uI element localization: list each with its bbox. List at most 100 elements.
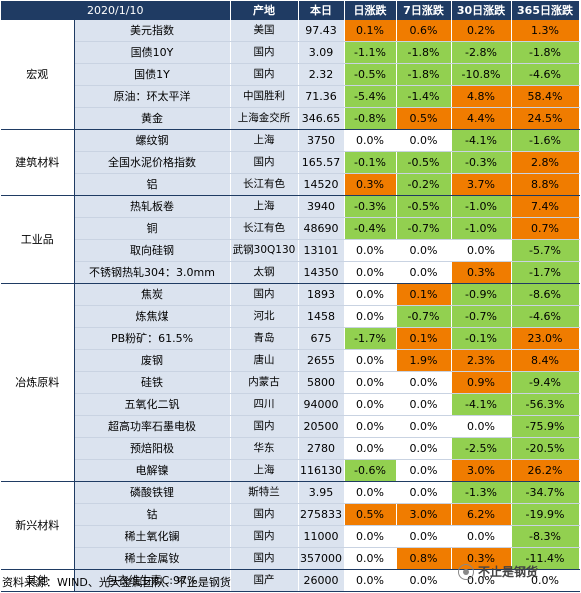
current-value-cell: 2.32 — [298, 63, 345, 86]
change-d365-cell: 2.8% — [511, 151, 580, 174]
change-d365-cell: 8.8% — [511, 173, 580, 196]
change-d7-cell: 0.0% — [396, 569, 452, 592]
change-d1-cell: -5.4% — [344, 85, 397, 108]
item-name-cell: 美元指数 — [74, 20, 231, 42]
current-value-cell: 97.43 — [298, 20, 345, 42]
change-d365-cell: -19.9% — [511, 503, 580, 526]
change-d1-cell: -0.4% — [344, 217, 397, 240]
change-d30-cell: -0.9% — [451, 283, 512, 306]
change-d30-cell: -4.1% — [451, 129, 512, 152]
item-name-cell: 黄金 — [74, 107, 231, 130]
table-row: 硅铁 内蒙古 5800 0.0% 0.0% 0.9% -9.4% — [1, 371, 580, 394]
item-name-cell: 磷酸铁锂 — [74, 481, 231, 504]
change-d7-cell: 1.9% — [396, 349, 452, 372]
current-value-cell: 14520 — [298, 173, 345, 196]
change-d30-cell: -4.1% — [451, 393, 512, 416]
change-d1-cell: 0.0% — [344, 415, 397, 438]
item-name-cell: 预焙阳极 — [74, 437, 231, 460]
table-row: PB粉矿：61.5% 青岛 675 -1.7% 0.1% -0.1% 23.0% — [1, 327, 580, 350]
change-d30-cell: 0.9% — [451, 371, 512, 394]
change-d30-cell: -1.0% — [451, 195, 512, 218]
item-name-cell: 炼焦煤 — [74, 305, 231, 328]
change-d7-cell: 0.1% — [396, 327, 452, 350]
item-name-cell: 热轧板卷 — [74, 195, 231, 218]
change-d30-cell: -1.3% — [451, 481, 512, 504]
current-value-cell: 1893 — [298, 283, 345, 306]
change-d7-cell: -0.7% — [396, 305, 452, 328]
current-value-cell: 11000 — [298, 525, 345, 548]
change-d30-cell: 3.7% — [451, 173, 512, 196]
change-d7-cell: 0.0% — [396, 261, 452, 284]
change-d30-cell: -10.8% — [451, 63, 512, 86]
item-name-cell: 原油：环太平洋 — [74, 85, 231, 108]
table-row: 超高功率石墨电极 国内 20500 0.0% 0.0% 0.0% -75.9% — [1, 415, 580, 438]
origin-cell: 长江有色 — [230, 217, 299, 240]
change-d30-cell: 6.2% — [451, 503, 512, 526]
item-name-cell: 取向硅钢 — [74, 239, 231, 262]
change-d30-cell: -0.7% — [451, 305, 512, 328]
change-d30-cell: 3.0% — [451, 459, 512, 482]
current-value-cell: 20500 — [298, 415, 345, 438]
table-row: 铝长江有色 14520 0.3% -0.2% 3.7% 8.8% — [1, 173, 580, 196]
header-d365: 365日涨跌 — [511, 1, 580, 20]
table-row: 黄金 上海金交所 346.65 -0.8% 0.5% 4.4% 24.5% — [1, 107, 580, 130]
change-d30-cell: 0.0% — [451, 415, 512, 438]
origin-cell: 武钢30Q130 — [230, 239, 299, 262]
watermark-text: 不止是钢货 — [478, 565, 539, 579]
watermark: 不止是钢货 — [458, 563, 538, 580]
item-name-cell: 铜 — [74, 217, 231, 240]
current-value-cell: 2780 — [298, 437, 345, 460]
change-d7-cell: 0.0% — [396, 437, 452, 460]
change-d365-cell: -4.6% — [511, 305, 580, 328]
item-name-cell: 包衣维生素C:97% — [74, 569, 231, 592]
change-d30-cell: 0.3% — [451, 261, 512, 284]
origin-cell: 国内 — [230, 151, 299, 174]
origin-cell: 河北 — [230, 305, 299, 328]
table-row: 全国水泥价格指数 国内 165.57 -0.1% -0.5% -0.3% 2.8% — [1, 151, 580, 174]
change-d30-cell: -1.0% — [451, 217, 512, 240]
change-d365-cell: 8.4% — [511, 349, 580, 372]
change-d7-cell: -0.5% — [396, 195, 452, 218]
current-value-cell: 346.65 — [298, 107, 345, 130]
change-d7-cell: 0.0% — [396, 525, 452, 548]
origin-cell: 上海 — [230, 129, 299, 152]
current-value-cell: 675 — [298, 327, 345, 350]
current-value-cell: 165.57 — [298, 151, 345, 174]
origin-cell: 国内 — [230, 525, 299, 548]
table-row: 钴国内 275833 0.5% 3.0% 6.2% -19.9% — [1, 503, 580, 526]
change-d7-cell: -0.2% — [396, 173, 452, 196]
change-d30-cell: 0.0% — [451, 525, 512, 548]
change-d1-cell: -1.7% — [344, 327, 397, 350]
change-d7-cell: -0.5% — [396, 151, 452, 174]
item-name-cell: 焦炭 — [74, 283, 231, 306]
table-row: 原油：环太平洋 中国胜利 71.36 -5.4% -1.4% 4.8% 58.4% — [1, 85, 580, 108]
change-d365-cell: -20.5% — [511, 437, 580, 460]
current-value-cell: 1458 — [298, 305, 345, 328]
table-row: 炼焦煤 河北 1458 0.0% -0.7% -0.7% -4.6% — [1, 305, 580, 328]
change-d1-cell: 0.0% — [344, 481, 397, 504]
item-name-cell: 螺纹钢 — [74, 129, 231, 152]
origin-cell: 太钢 — [230, 261, 299, 284]
header-d1: 日涨跌 — [344, 1, 397, 20]
item-name-cell: 钴 — [74, 503, 231, 526]
item-name-cell: 国债10Y — [74, 41, 231, 64]
table-row: 国债10Y 国内 3.09 -1.1% -1.8% -2.8% -1.8% — [1, 41, 580, 64]
current-value-cell: 26000 — [298, 569, 345, 592]
change-d365-cell: 0.7% — [511, 217, 580, 240]
change-d1-cell: 0.0% — [344, 437, 397, 460]
current-value-cell: 71.36 — [298, 85, 345, 108]
change-d365-cell: -34.7% — [511, 481, 580, 504]
change-d7-cell: -0.7% — [396, 217, 452, 240]
category-cell: 其他 — [1, 569, 75, 592]
change-d7-cell: 0.0% — [396, 129, 452, 152]
change-d1-cell: -0.8% — [344, 107, 397, 130]
origin-cell: 国内 — [230, 41, 299, 64]
current-value-cell: 5800 — [298, 371, 345, 394]
table-row: 预焙阳极 华东 2780 0.0% 0.0% -2.5% -20.5% — [1, 437, 580, 460]
change-d7-cell: 0.6% — [396, 20, 452, 42]
origin-cell: 长江有色 — [230, 173, 299, 196]
category-cell: 新兴材料 — [1, 481, 75, 570]
origin-cell: 华东 — [230, 437, 299, 460]
header-place: 产地 — [230, 1, 299, 20]
change-d7-cell: 0.1% — [396, 283, 452, 306]
